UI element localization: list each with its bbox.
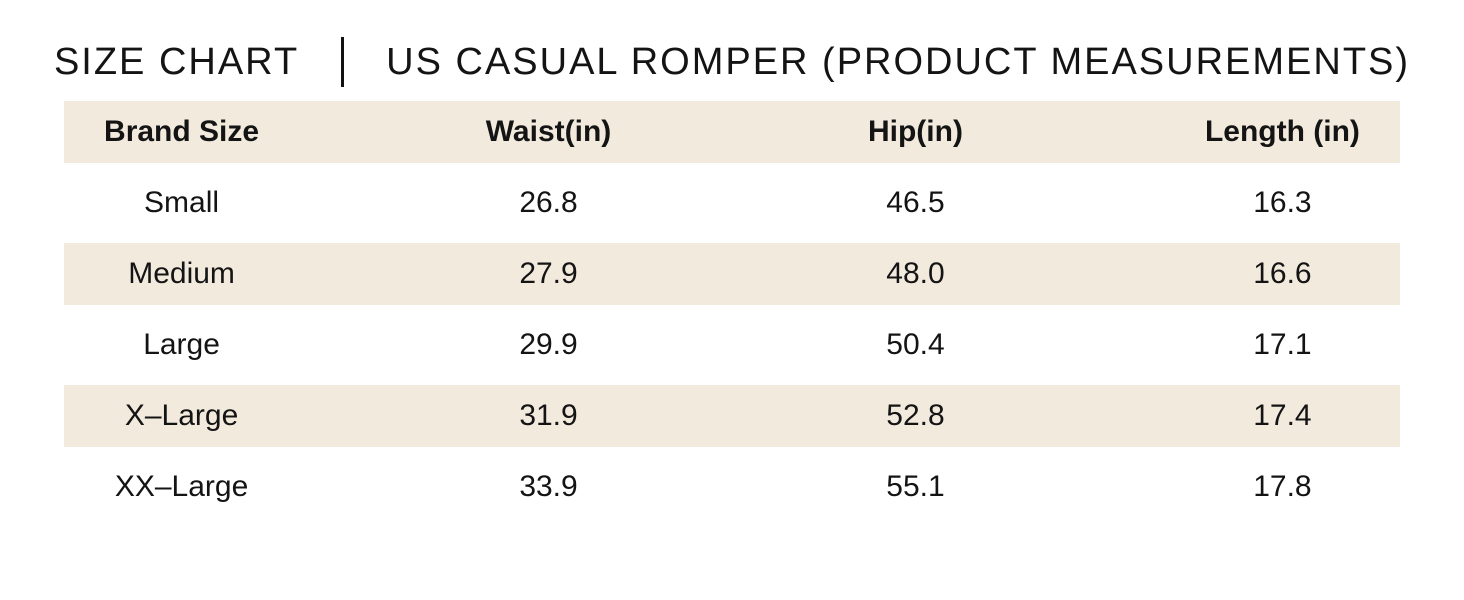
length-cell: 17.8 — [1253, 470, 1312, 503]
size-chart-label: SIZE CHART — [53, 41, 300, 83]
brand-size-cell: Large — [143, 328, 220, 361]
brand-size-cell: XX–Large — [114, 470, 249, 503]
length-cell: 16.6 — [1253, 257, 1312, 290]
hip-cell: 50.4 — [886, 328, 945, 361]
waist-cell: 33.9 — [519, 470, 578, 503]
table-row-medium: Medium 27.9 48.0 16.6 — [64, 243, 1400, 305]
brand-size-cell: Medium — [128, 257, 235, 290]
column-header-brand-size: Brand Size — [104, 115, 260, 148]
page-title: SIZE CHART US CASUAL ROMPER (PRODUCT MEA… — [0, 36, 1464, 88]
column-header-length: Length (in) — [1204, 115, 1360, 148]
product-title: US CASUAL ROMPER (PRODUCT MEASUREMENTS) — [386, 41, 1411, 83]
table-row-xx-large: XX–Large 33.9 55.1 17.8 — [64, 456, 1400, 518]
brand-size-cell: Small — [144, 186, 220, 219]
column-header-hip: Hip(in) — [867, 115, 963, 148]
waist-cell: 29.9 — [519, 328, 578, 361]
length-cell: 17.1 — [1253, 328, 1312, 361]
brand-size-cell: X–Large — [124, 399, 239, 432]
hip-cell: 46.5 — [886, 186, 945, 219]
waist-cell: 27.9 — [519, 257, 578, 290]
column-header-waist: Waist(in) — [485, 115, 612, 148]
table-header-row: Brand Size Waist(in) Hip(in) Length (in) — [64, 101, 1400, 163]
size-table: Brand Size Waist(in) Hip(in) Length (in)… — [64, 101, 1400, 518]
length-cell: 17.4 — [1253, 399, 1312, 432]
waist-cell: 26.8 — [519, 186, 578, 219]
table-row-x-large: X–Large 31.9 52.8 17.4 — [64, 385, 1400, 447]
hip-cell: 55.1 — [886, 470, 945, 503]
waist-cell: 31.9 — [519, 399, 578, 432]
hip-cell: 48.0 — [886, 257, 945, 290]
table-row-large: Large 29.9 50.4 17.1 — [64, 314, 1400, 376]
table-row-small: Small 26.8 46.5 16.3 — [64, 172, 1400, 234]
title-divider — [341, 37, 345, 87]
length-cell: 16.3 — [1253, 186, 1312, 219]
hip-cell: 52.8 — [886, 399, 945, 432]
